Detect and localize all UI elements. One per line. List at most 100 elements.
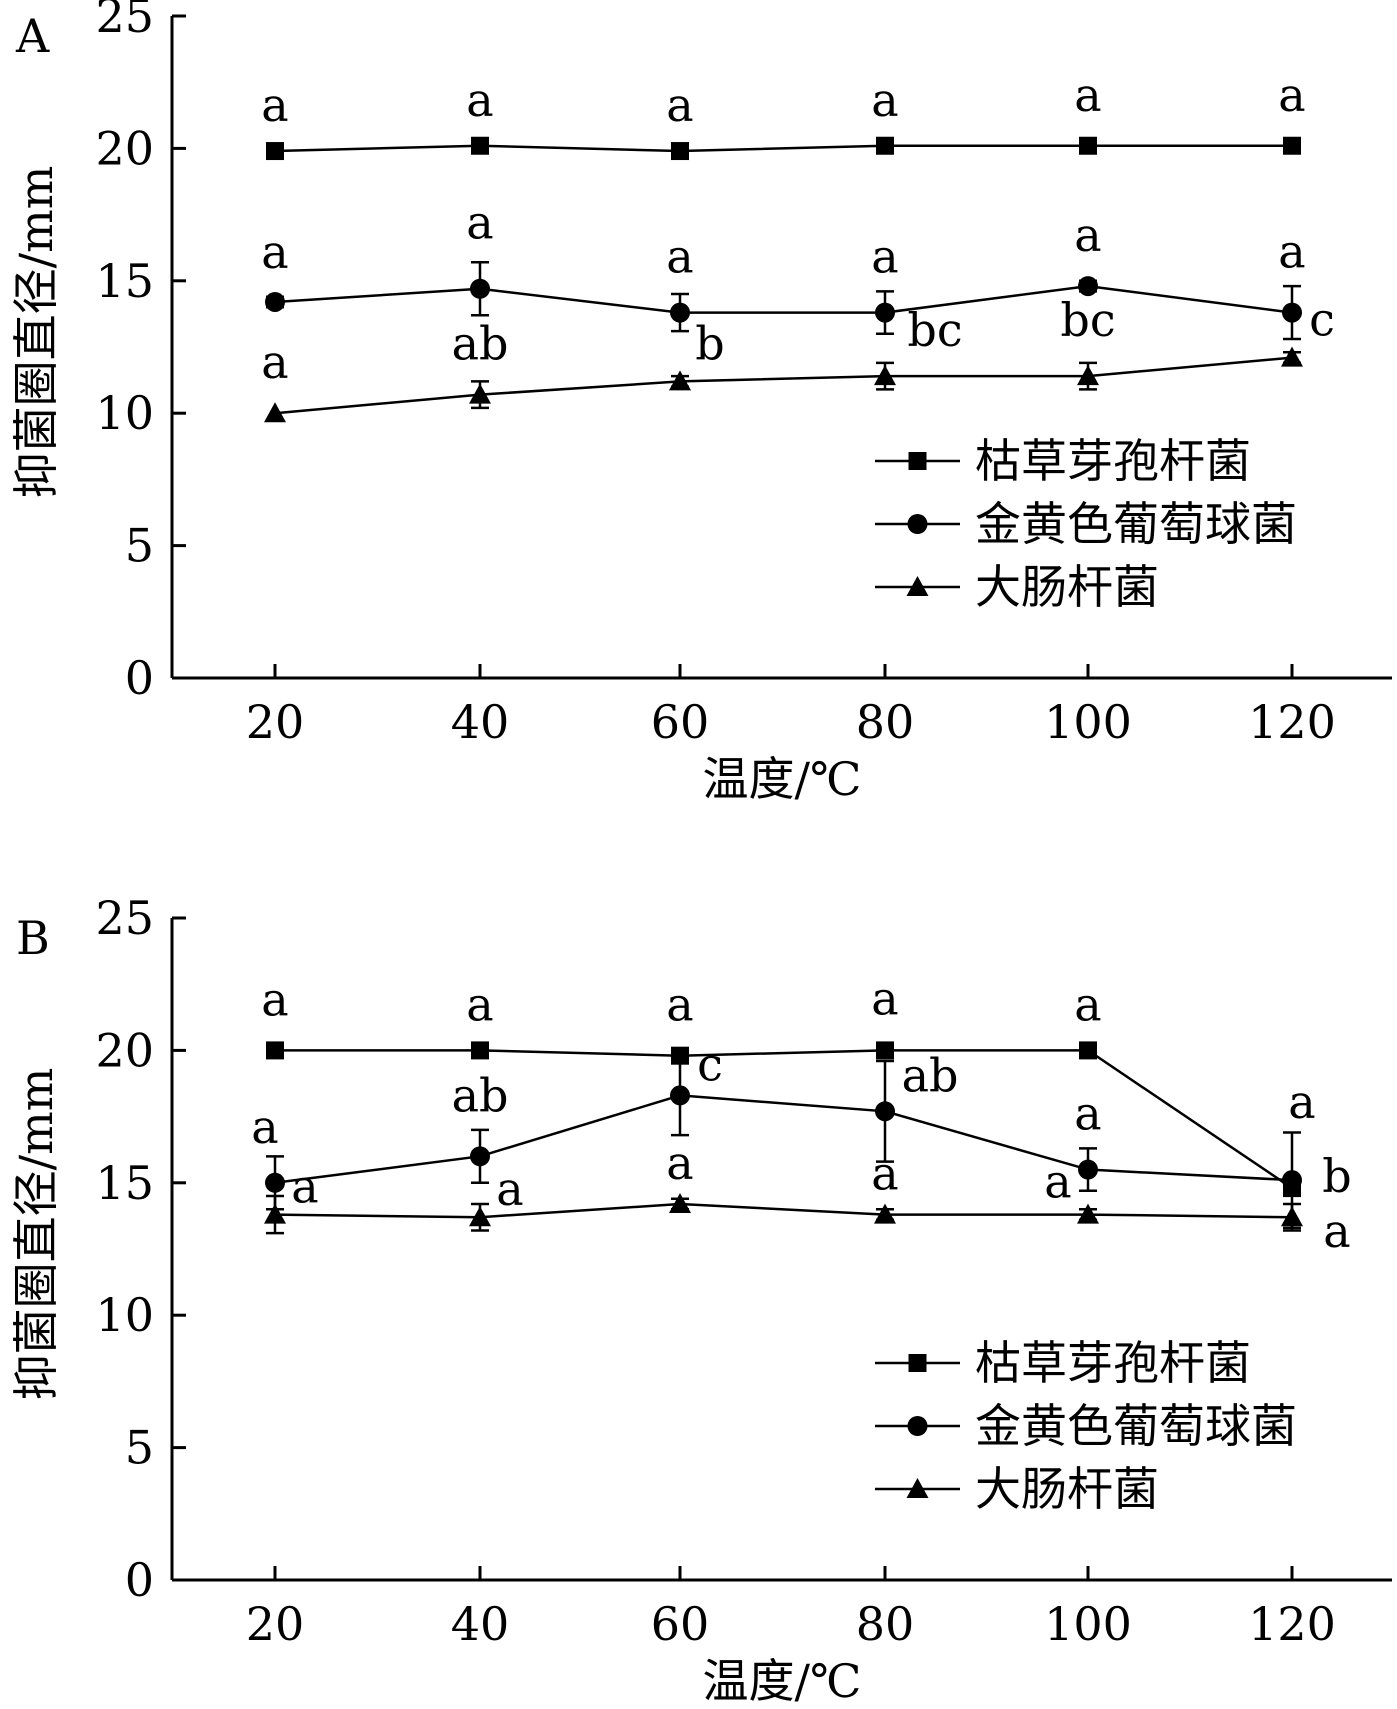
legend-label: 枯草芽孢杆菌 xyxy=(975,434,1251,488)
data-point xyxy=(471,1041,489,1060)
significance-label: a xyxy=(666,1136,693,1190)
significance-label: a xyxy=(1323,1204,1350,1258)
y-tick-label: 0 xyxy=(125,1553,154,1607)
x-tick-label: 20 xyxy=(246,695,305,749)
significance-label: a xyxy=(496,1162,523,1216)
data-point xyxy=(266,142,284,161)
data-point xyxy=(874,1203,896,1224)
significance-label: a xyxy=(1074,68,1101,122)
data-point xyxy=(264,1203,286,1224)
data-point xyxy=(876,1041,894,1060)
data-point xyxy=(265,1172,285,1193)
data-point xyxy=(1282,1170,1302,1191)
data-point xyxy=(1079,1041,1097,1060)
significance-label: a xyxy=(261,972,288,1026)
data-point xyxy=(469,383,491,404)
data-point xyxy=(469,1206,491,1227)
x-tick-label: 40 xyxy=(451,695,510,749)
panel-label: B xyxy=(16,911,50,965)
legend-label: 大肠杆菌 xyxy=(975,1462,1159,1516)
y-axis-title: 抑菌圈直径/mm xyxy=(9,166,63,499)
x-tick-label: 60 xyxy=(651,695,710,749)
series-line xyxy=(275,1049,1293,1190)
y-tick-label: 15 xyxy=(95,1156,154,1210)
significance-label: a xyxy=(1074,977,1101,1031)
significance-label: a xyxy=(666,978,693,1032)
series-line xyxy=(274,144,1292,153)
significance-label: ab xyxy=(902,1048,959,1102)
significance-label: a xyxy=(466,196,493,250)
x-tick-label: 20 xyxy=(246,1597,305,1651)
significance-label: a xyxy=(871,230,898,284)
legend-marker xyxy=(908,1354,927,1372)
significance-label: a xyxy=(261,335,288,389)
data-point xyxy=(266,1041,284,1060)
significance-label: a xyxy=(1278,68,1305,122)
x-tick-label: 40 xyxy=(451,1597,510,1651)
data-point xyxy=(876,136,894,155)
significance-label: b xyxy=(1322,1149,1351,1203)
y-tick-label: 15 xyxy=(95,254,154,308)
data-point xyxy=(669,370,691,391)
series-circle: aaa a a a xyxy=(261,196,1306,341)
y-tick-label: 20 xyxy=(95,121,154,175)
significance-label: a xyxy=(1074,208,1101,262)
y-tick-label: 25 xyxy=(95,0,154,43)
y-tick-label: 10 xyxy=(95,386,154,440)
significance-label: a xyxy=(466,73,493,127)
data-point xyxy=(265,291,285,312)
series-line xyxy=(274,356,1293,415)
series-square: a a a a a a xyxy=(261,971,1316,1198)
x-tick-label: 120 xyxy=(1248,695,1336,749)
legend-label: 枯草芽孢杆菌 xyxy=(975,1336,1251,1390)
significance-label: c xyxy=(697,1037,723,1091)
y-tick-label: 20 xyxy=(95,1023,154,1077)
legend-label: 金黄色葡萄球菌 xyxy=(975,497,1297,551)
significance-label: a xyxy=(261,225,288,279)
x-axis-title: 温度/℃ xyxy=(703,1654,862,1708)
significance-label: a xyxy=(871,73,898,127)
series-line xyxy=(274,1202,1293,1219)
data-point xyxy=(470,1146,490,1167)
significance-label: a xyxy=(1278,225,1305,279)
data-point xyxy=(670,302,690,323)
significance-label: a xyxy=(1288,1075,1315,1129)
data-point xyxy=(264,402,286,423)
data-point xyxy=(671,142,689,161)
data-point xyxy=(1281,346,1303,367)
x-tick-label: 80 xyxy=(856,695,915,749)
x-tick-label: 60 xyxy=(651,1597,710,1651)
data-point xyxy=(1077,365,1099,386)
x-axis-title: 温度/℃ xyxy=(703,752,862,806)
significance-label: a xyxy=(1044,1155,1071,1209)
series-triangle: a a a a a a xyxy=(264,1136,1351,1258)
data-point xyxy=(1282,302,1302,323)
data-point xyxy=(1078,1159,1098,1180)
data-point xyxy=(1283,136,1301,155)
legend-label: 大肠杆菌 xyxy=(975,560,1159,614)
data-point xyxy=(1281,1206,1303,1227)
series-line xyxy=(274,284,1293,314)
data-point xyxy=(669,1192,691,1213)
y-tick-label: 5 xyxy=(125,1421,154,1475)
significance-label: bc xyxy=(1060,293,1115,347)
data-point xyxy=(670,1085,690,1106)
y-tick-label: 10 xyxy=(95,1288,154,1342)
data-point xyxy=(470,278,490,299)
significance-label: a xyxy=(666,78,693,132)
legend-label: 金黄色葡萄球菌 xyxy=(975,1399,1297,1453)
data-point xyxy=(874,365,896,386)
series-triangle: a ab b bc bc c xyxy=(261,293,1335,423)
legend-marker xyxy=(906,576,929,596)
data-point xyxy=(1078,276,1098,297)
y-tick-label: 5 xyxy=(125,519,154,573)
data-point xyxy=(1079,136,1097,155)
significance-label: a xyxy=(871,971,898,1025)
significance-label: ab xyxy=(452,1068,509,1122)
y-tick-label: 0 xyxy=(125,651,154,705)
